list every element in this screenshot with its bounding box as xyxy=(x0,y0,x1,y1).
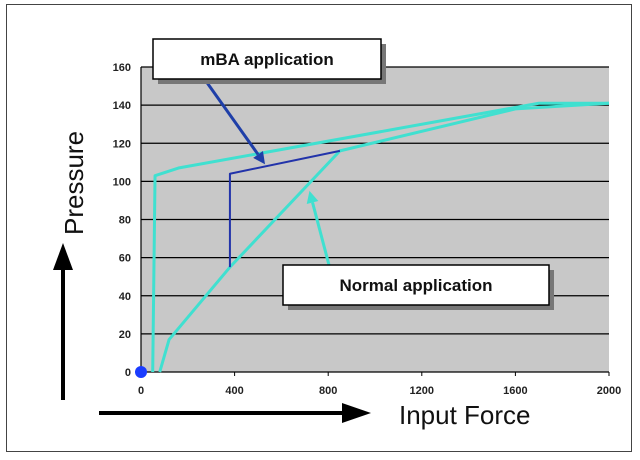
annotation-box-0 xyxy=(152,38,382,80)
y-tick-label-0: 0 xyxy=(125,367,131,379)
y-tick-label-3: 60 xyxy=(119,253,131,265)
annotations: mBA application Normal application xyxy=(152,38,554,310)
y-tick-label-2: 40 xyxy=(119,291,131,303)
annotation-arrowhead-1 xyxy=(306,190,319,205)
figure-frame: 0 20 40 60 80 100 120 140 160 0 400 800 1200 1600 200… xyxy=(6,4,632,452)
pressure-force-chart: 0 20 40 60 80 100 120 140 160 0 400 800 1200 1600 200… xyxy=(53,38,621,430)
series-lines xyxy=(135,101,610,378)
y-tick-label-6: 120 xyxy=(113,138,131,150)
x-tick-label-5: 2000 xyxy=(597,385,621,397)
annotation-arrowhead-0 xyxy=(253,150,266,165)
y-tick-label-7: 140 xyxy=(113,100,131,112)
y-axis-arrowhead xyxy=(53,243,73,270)
x-tick-label-0: 0 xyxy=(138,385,144,397)
y-tick-label-8: 160 xyxy=(113,62,131,74)
x-tick-labels: 0 400 800 1200 1600 2000 xyxy=(138,385,621,397)
annotation-arrow-1 xyxy=(311,202,331,266)
y-tick-label-1: 20 xyxy=(119,329,131,341)
annotation-label-1: Normal application xyxy=(339,276,492,295)
x-tick-label-2: 800 xyxy=(319,385,337,397)
y-tick-labels: 0 20 40 60 80 100 120 140 160 xyxy=(113,62,131,379)
y-tick-label-5: 100 xyxy=(113,176,131,188)
series-line-2 xyxy=(228,149,341,268)
y-axis-title: Pressure xyxy=(59,131,89,235)
origin-marker xyxy=(135,366,147,378)
annotation-box-1 xyxy=(282,264,550,306)
annotation-arrow-0 xyxy=(201,76,260,156)
series-line-1 xyxy=(158,101,610,373)
annotation-label-0: mBA application xyxy=(200,50,334,69)
x-tick-label-1: 400 xyxy=(225,385,243,397)
x-tick-label-3: 1200 xyxy=(410,385,434,397)
x-axis-title: Input Force xyxy=(399,400,531,430)
y-tick-label-4: 80 xyxy=(119,215,131,227)
x-axis-arrowhead xyxy=(342,403,371,423)
x-tick-label-4: 1600 xyxy=(503,385,527,397)
series-line-0 xyxy=(151,101,609,373)
